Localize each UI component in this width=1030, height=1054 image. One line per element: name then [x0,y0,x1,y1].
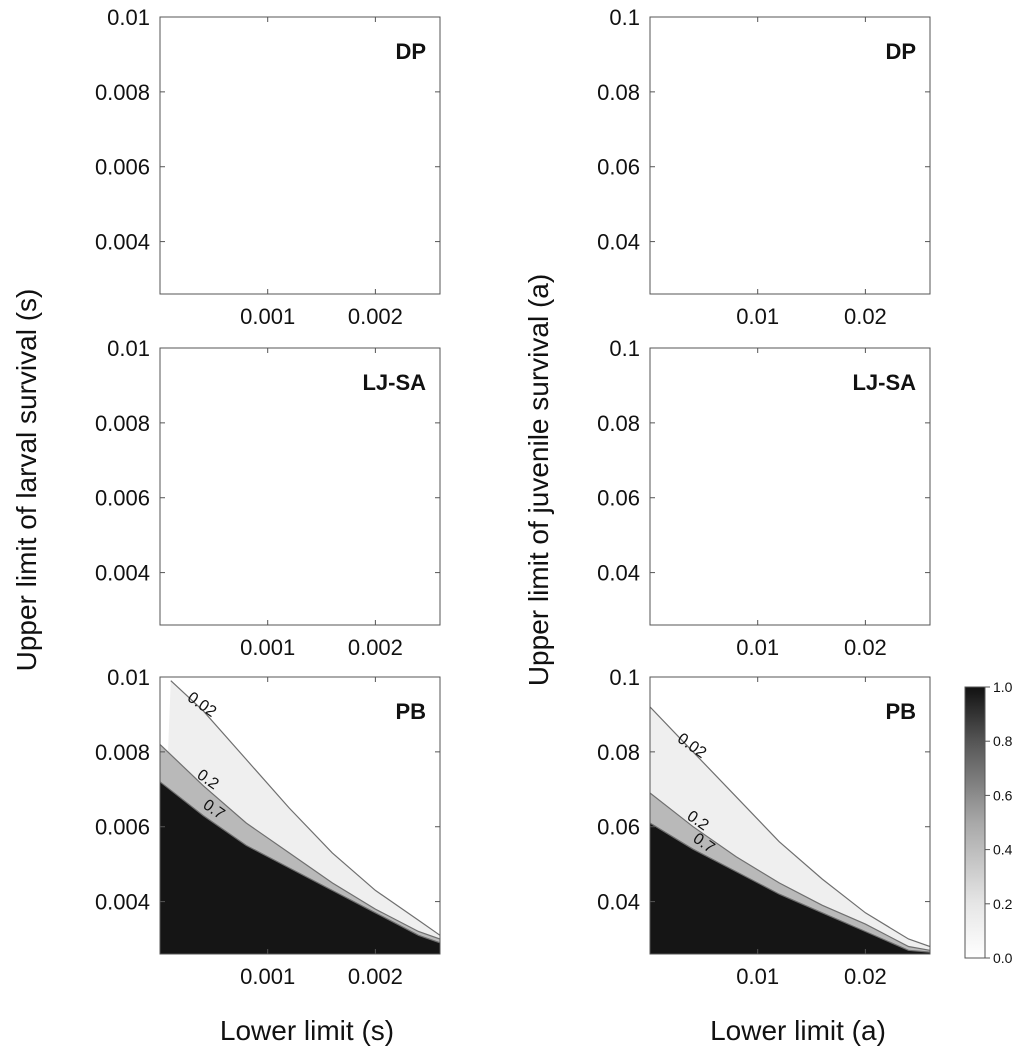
colorbar-gradient [964,686,986,959]
y-tick-label: 0.008 [95,411,150,436]
x-tick-label: 0.002 [348,304,403,329]
x-tick-label: 0.001 [240,304,295,329]
x-tick-label: 0.001 [240,635,295,660]
y-tick-label: 0.01 [107,665,150,690]
y-tick-label: 0.1 [609,336,640,361]
y-tick-label: 0.08 [597,411,640,436]
y-tick-label: 0.04 [597,230,640,255]
y-tick-label: 0.08 [597,740,640,765]
y-tick-label: 0.008 [95,740,150,765]
panel-title: DP [395,39,426,64]
colorbar-tick-label: 1.0 [993,679,1013,695]
right-x-axis-label: Lower limit (a) [710,1015,886,1046]
panel-title: LJ-SA [362,370,426,395]
contour-line-0.02 [650,706,930,948]
colorbar-tick-label: 0.8 [993,733,1013,749]
plot-frame [159,16,441,295]
panel-4: 0.01 0.02 0.04 0.06 0.08 0.1 DP [597,5,931,329]
plot-frame [649,347,931,626]
y-tick-label: 0.006 [95,815,150,840]
colorbar-tick-label: 0.0 [993,950,1013,966]
heatmap-fill [160,680,440,954]
right-y-axis-label: Upper limit of juvenile survival (a) [523,274,554,686]
y-tick-label: 0.006 [95,486,150,511]
y-tick-label: 0.04 [597,890,640,915]
panel-1: 0.001 0.002 0.004 0.006 0.008 0.01 DP [95,5,441,329]
panel-title: PB [395,699,426,724]
y-tick-label: 0.008 [95,80,150,105]
heatmap-fill [650,706,930,954]
x-tick-label: 0.002 [348,635,403,660]
y-tick-label: 0.006 [95,155,150,180]
x-tick-label: 0.02 [844,304,887,329]
panel-title: PB [885,699,916,724]
y-tick-label: 0.01 [107,336,150,361]
y-tick-label: 0.08 [597,80,640,105]
contour-line-0.2 [160,743,440,940]
colorbar-tick-label: 0.2 [993,896,1013,912]
contour-line-0.7 [650,822,930,953]
plot-frame [159,676,441,955]
left-x-axis-label: Lower limit (s) [220,1015,394,1046]
y-tick-label: 0.004 [95,561,150,586]
contour-line-0.02 [170,680,440,936]
colorbar: 0.0 0.2 0.4 0.6 0.8 1.0 [964,679,1013,966]
y-tick-label: 0.004 [95,230,150,255]
left-y-axis-label: Upper limit of larval survival (s) [11,289,42,672]
x-tick-label: 0.01 [736,304,779,329]
y-tick-label: 0.04 [597,561,640,586]
y-tick-label: 0.01 [107,5,150,30]
panel-title: LJ-SA [852,370,916,395]
colorbar-tick-label: 0.4 [993,842,1013,858]
y-tick-label: 0.1 [609,5,640,30]
y-tick-label: 0.1 [609,665,640,690]
region-above-0.7 [650,823,930,954]
x-tick-label: 0.01 [736,964,779,989]
panel-3: 0.020.20.70.001 0.0020.0040.0060.0080.01P… [95,665,441,989]
panel-6: 0.020.20.70.01 0.020.040.060.080.1PB [597,665,931,989]
colorbar-tick-label: 0.6 [993,787,1013,803]
plot-frame [159,347,441,626]
y-tick-label: 0.06 [597,155,640,180]
plot-frame [649,16,931,295]
plot-frame [649,676,931,955]
y-tick-label: 0.004 [95,890,150,915]
contour-line-0.7 [160,781,440,944]
x-tick-label: 0.01 [736,635,779,660]
y-tick-label: 0.06 [597,486,640,511]
panel-title: DP [885,39,916,64]
contour-line-0.2 [650,792,930,951]
panel-5: 0.01 0.02 0.04 0.06 0.08 0.1 LJ-SA [597,336,931,660]
region-above-0.7 [160,781,440,954]
x-tick-label: 0.001 [240,964,295,989]
x-tick-label: 0.002 [348,964,403,989]
panel-2: 0.001 0.002 0.004 0.006 0.008 0.01 LJ-SA [95,336,441,660]
x-tick-label: 0.02 [844,964,887,989]
y-tick-label: 0.06 [597,815,640,840]
x-tick-label: 0.02 [844,635,887,660]
